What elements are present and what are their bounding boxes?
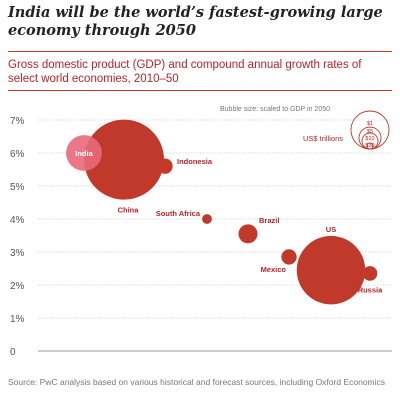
bubble-indonesia — [157, 158, 173, 174]
y-tick-label: 2% — [10, 281, 25, 292]
subtitle-rule — [8, 90, 392, 91]
data-label-indonesia: Indonesia — [177, 157, 213, 166]
data-label-russia: Russia — [358, 285, 383, 294]
data-label-mexico: Mexico — [261, 265, 287, 274]
bubble-legend-size-label: $1 — [367, 121, 373, 127]
data-label-china: China — [118, 206, 140, 215]
bubble-legend-unit: US$ trillions — [303, 134, 343, 143]
data-label-us: US — [326, 225, 336, 234]
bubble-legend-size-label: $10 — [365, 136, 374, 142]
y-tick-label: 4% — [10, 215, 25, 226]
chart-title: India will be the world’s fastest-growin… — [8, 4, 383, 39]
bubble-us — [296, 235, 366, 305]
bubble-legend-size-label: $5 — [367, 129, 373, 135]
data-label-india: India — [75, 149, 93, 158]
bubble-china — [84, 119, 164, 200]
y-tick-label: 3% — [10, 248, 25, 259]
bubble-south-africa — [202, 214, 212, 224]
y-tick-label: 6% — [10, 149, 25, 160]
data-label-brazil: Brazil — [259, 216, 279, 225]
bubble-mexico — [281, 249, 297, 265]
bubble-brazil — [238, 224, 258, 244]
y-tick-label: 7% — [10, 116, 25, 127]
bubble-russia — [362, 266, 378, 281]
source-note: Source: PwC analysis based on various hi… — [8, 377, 386, 387]
y-tick-label: 0 — [10, 347, 16, 358]
bubble-legend-size-label: $30 — [365, 143, 374, 149]
y-tick-label: 5% — [10, 182, 25, 193]
bubble-india — [66, 135, 102, 171]
chart-subtitle: Gross domestic product (GDP) and compoun… — [8, 59, 362, 85]
y-tick-label: 1% — [10, 314, 25, 325]
data-label-south-africa: South Africa — [156, 209, 201, 218]
bubble-legend-caption: Bubble size: scaled to GDP in 2050 — [220, 106, 330, 113]
bubble-legend-circle — [366, 142, 374, 150]
title-rule — [8, 51, 392, 52]
